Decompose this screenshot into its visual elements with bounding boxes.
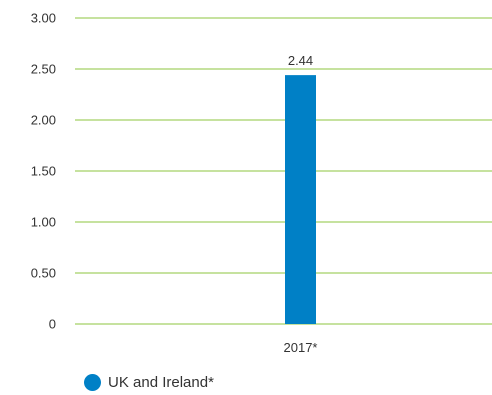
- legend-label-uk-ireland: UK and Ireland*: [108, 374, 214, 391]
- y-tick-label: 0.50: [31, 266, 56, 281]
- y-tick-label: 1.00: [31, 215, 56, 230]
- y-tick-label: 2.50: [31, 62, 56, 77]
- legend: UK and Ireland*: [84, 374, 214, 391]
- x-tick-label: 2017*: [284, 340, 318, 355]
- y-tick-label: 0: [49, 317, 56, 332]
- y-tick-label: 2.00: [31, 113, 56, 128]
- data-label: 2.44: [288, 53, 313, 68]
- legend-swatch-uk-ireland: [84, 374, 101, 391]
- bar: [285, 75, 316, 325]
- y-tick-label: 3.00: [31, 11, 56, 26]
- y-tick-label: 1.50: [31, 164, 56, 179]
